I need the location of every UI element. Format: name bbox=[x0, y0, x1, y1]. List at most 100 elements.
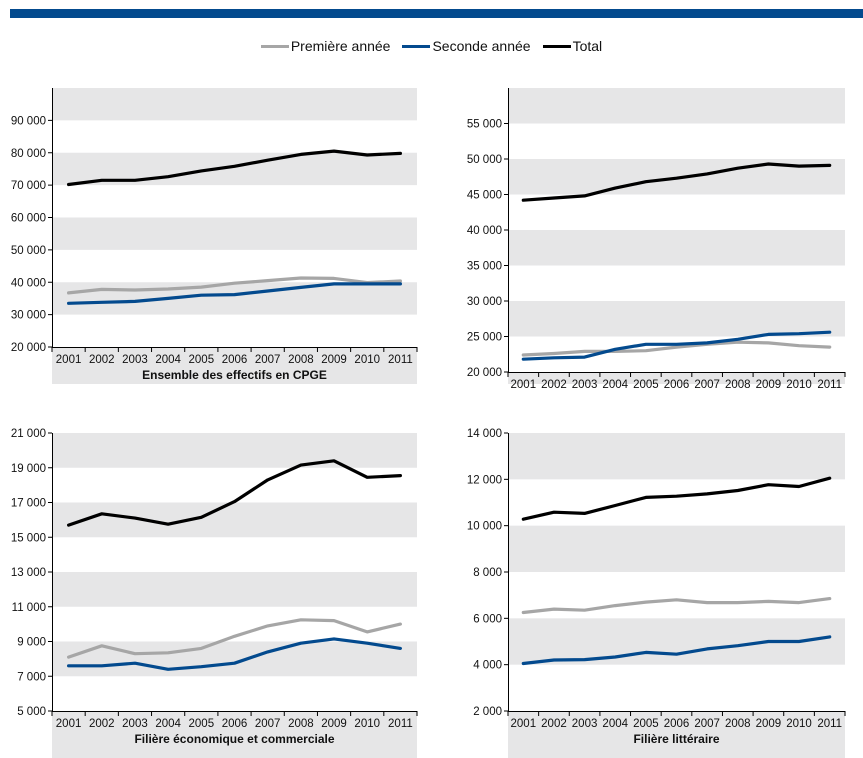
ensemble-band bbox=[52, 217, 417, 250]
chart-panel-economique: 5 000 7 000 9 000 11 000 13 000 15 000 17 000 1… bbox=[0, 425, 431, 758]
litteraire-band bbox=[508, 525, 845, 572]
legend: Première année Seconde année Total bbox=[0, 36, 863, 56]
ensemble-series-seconde bbox=[66, 282, 402, 305]
scientifique-ytick-label: 20 000 bbox=[467, 367, 502, 379]
litteraire-xtick-label: 2003 bbox=[572, 718, 598, 730]
economique-ytick-label: 11 000 bbox=[12, 602, 46, 614]
chart-panel-ensemble: 20 000 30 000 40 000 50 000 60 000 70 000 80 0… bbox=[0, 88, 431, 388]
scientifique-xtick-label: 2008 bbox=[725, 379, 751, 388]
litteraire-axis-band bbox=[508, 711, 845, 758]
ensemble-ytick-label: 80 000 bbox=[11, 148, 46, 160]
legend-label-seconde: Seconde année bbox=[432, 38, 531, 54]
legend-swatch-premiere bbox=[260, 44, 289, 48]
scientifique-xtick-label: 2003 bbox=[572, 379, 598, 388]
scientifique-xtick-label: 2006 bbox=[664, 379, 690, 388]
economique-xtick-label: 2011 bbox=[388, 718, 413, 730]
litteraire-ytick-label: 6 000 bbox=[473, 613, 502, 625]
scientifique-axis-band bbox=[508, 372, 845, 384]
economique-ytick-label: 5 000 bbox=[17, 706, 46, 718]
ensemble-series-total bbox=[66, 149, 402, 187]
chart-panel-litteraire: 2 000 4 000 6 000 8 000 10 000 12 000 14 000 20… bbox=[431, 425, 863, 758]
economique-ytick-label: 13 000 bbox=[11, 567, 46, 579]
litteraire-xtick-label: 2001 bbox=[511, 718, 537, 730]
litteraire-xtick-label: 2002 bbox=[541, 718, 567, 730]
chart-ensemble: 20 000 30 000 40 000 50 000 60 000 70 000 80 0… bbox=[11, 88, 418, 384]
economique-title: Filière économique et commerciale bbox=[134, 732, 334, 746]
economique-bands bbox=[52, 433, 417, 677]
litteraire-title: Filière littéraire bbox=[633, 732, 719, 746]
scientifique-ytick-label: 25 000 bbox=[467, 332, 502, 344]
litteraire-xtick-label: 2010 bbox=[786, 718, 812, 730]
economique-xtick-label: 2005 bbox=[189, 718, 215, 730]
ensemble-ytick-label: 40 000 bbox=[11, 277, 46, 289]
litteraire-band bbox=[508, 433, 845, 480]
legend-item-seconde: Seconde année bbox=[402, 38, 531, 54]
economique-ytick-label: 17 000 bbox=[11, 498, 46, 510]
litteraire-xtick-label: 2009 bbox=[756, 718, 782, 730]
scientifique-ytick-label: 30 000 bbox=[467, 296, 502, 308]
ensemble-axis-band bbox=[52, 347, 417, 384]
economique-ytick-label: 15 000 bbox=[11, 532, 46, 544]
economique-series-premiere bbox=[66, 618, 402, 659]
litteraire-series-seconde bbox=[521, 635, 832, 666]
ensemble-xtick-label: 2001 bbox=[56, 354, 82, 366]
economique-xtick-label: 2007 bbox=[255, 718, 281, 730]
litteraire-xtick-label: 2011 bbox=[817, 718, 842, 730]
economique-xtick-label: 2009 bbox=[321, 718, 347, 730]
economique-xtick-label: 2004 bbox=[155, 718, 181, 730]
legend-label-total: Total bbox=[572, 38, 603, 54]
economique-xtick-label: 2010 bbox=[354, 718, 380, 730]
litteraire-xtick-label: 2007 bbox=[694, 718, 720, 730]
header-bar bbox=[10, 9, 863, 18]
legend-item-total: Total bbox=[542, 38, 603, 54]
scientifique-ytick-label: 35 000 bbox=[467, 261, 502, 273]
economique-xtick-label: 2006 bbox=[222, 718, 248, 730]
litteraire-bands bbox=[508, 433, 845, 665]
ensemble-band bbox=[52, 88, 417, 121]
scientifique-xtick-label: 2001 bbox=[511, 379, 537, 388]
ensemble-xtick-label: 2007 bbox=[255, 354, 281, 366]
economique-ytick-label: 21 000 bbox=[11, 428, 46, 440]
ensemble-xtick-label: 2008 bbox=[288, 354, 314, 366]
scientifique-series-premiere bbox=[521, 340, 832, 357]
economique-xtick-label: 2002 bbox=[89, 718, 115, 730]
litteraire-ytick-label: 12 000 bbox=[467, 474, 502, 486]
chart-litteraire: 2 000 4 000 6 000 8 000 10 000 12 000 14 000 20… bbox=[467, 428, 846, 758]
chart-economique: 5 000 7 000 9 000 11 000 13 000 15 000 17 000 1… bbox=[11, 428, 418, 758]
legend-swatch-seconde bbox=[402, 44, 431, 48]
scientifique-ytick-label: 40 000 bbox=[467, 225, 502, 237]
litteraire-xtick-label: 2004 bbox=[602, 718, 628, 730]
ensemble-xtick-label: 2009 bbox=[321, 354, 347, 366]
economique-xtick-label: 2008 bbox=[288, 718, 314, 730]
ensemble-title: Ensemble des effectifs en CPGE bbox=[142, 368, 327, 382]
economique-series-total bbox=[66, 459, 402, 527]
litteraire-ytick-label: 10 000 bbox=[467, 521, 502, 533]
economique-ytick-label: 9 000 bbox=[17, 637, 46, 649]
economique-band bbox=[52, 502, 417, 538]
scientifique-xtick-label: 2005 bbox=[633, 379, 659, 388]
ensemble-ytick-label: 90 000 bbox=[11, 115, 46, 127]
scientifique-series-seconde bbox=[521, 330, 832, 361]
ensemble-series-premiere bbox=[66, 276, 402, 295]
legend-swatch-total bbox=[542, 44, 571, 48]
economique-ytick-label: 7 000 bbox=[17, 671, 46, 683]
economique-xtick-label: 2003 bbox=[122, 718, 148, 730]
ensemble-ytick-label: 30 000 bbox=[11, 310, 46, 322]
ensemble-ytick-label: 70 000 bbox=[11, 180, 46, 192]
scientifique-xtick-label: 2009 bbox=[756, 379, 782, 388]
economique-ytick-label: 19 000 bbox=[11, 463, 46, 475]
litteraire-series-total bbox=[521, 476, 832, 521]
legend-item-premiere: Première année bbox=[260, 38, 390, 54]
litteraire-ytick-label: 14 000 bbox=[467, 428, 502, 440]
scientifique-xtick-label: 2004 bbox=[602, 379, 628, 388]
scientifique-xtick-label: 2002 bbox=[541, 379, 567, 388]
scientifique-bands bbox=[508, 88, 845, 337]
economique-band bbox=[52, 572, 417, 607]
scientifique-band bbox=[508, 301, 845, 337]
ensemble-xtick-label: 2005 bbox=[189, 354, 215, 366]
ensemble-ytick-label: 50 000 bbox=[11, 245, 46, 257]
litteraire-ytick-label: 2 000 bbox=[473, 706, 502, 718]
scientifique-series-total bbox=[521, 162, 832, 202]
litteraire-series-premiere bbox=[521, 597, 832, 615]
economique-xtick-label: 2001 bbox=[56, 718, 82, 730]
